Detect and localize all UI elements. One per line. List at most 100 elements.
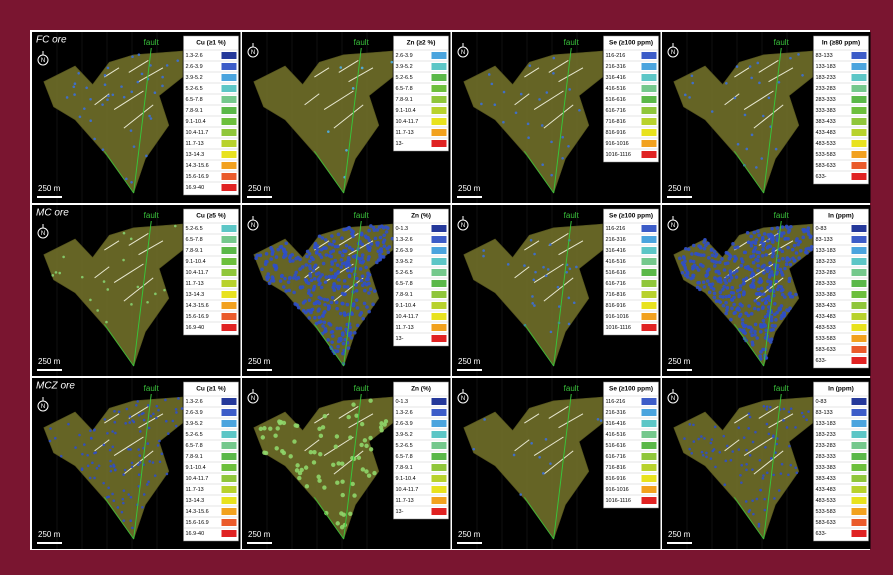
ore-block: [731, 242, 735, 246]
legend-label: 216-316: [606, 410, 626, 416]
ore-block: [352, 330, 357, 335]
ore-block: [752, 230, 757, 235]
ore-block: [141, 506, 144, 509]
ore-block: [317, 301, 322, 305]
ore-block: [324, 253, 329, 257]
ore-block: [277, 419, 282, 424]
ore-block: [335, 263, 340, 267]
fault-trace: [304, 93, 320, 106]
ore-block: [720, 257, 724, 261]
ore-block: [137, 448, 140, 451]
ore-block: [330, 234, 334, 238]
legend-label: 13-: [396, 141, 404, 147]
ore-block: [783, 237, 787, 241]
legend-label: 14.3-15.6: [186, 163, 209, 169]
ore-block: [367, 291, 371, 295]
fault-trace: [524, 240, 540, 251]
panel: fault N 250 m Zn (%)0-1.3 1.3-2.6 2.6-3.9 3.9-…: [242, 378, 451, 549]
ore-block: [757, 524, 761, 528]
legend-label: 516-616: [606, 270, 626, 276]
ore-block: [766, 285, 770, 290]
ore-block: [281, 420, 287, 426]
ore-block: [709, 248, 714, 252]
fault-trace: [338, 405, 359, 419]
legend-swatch: [431, 85, 447, 92]
ore-block: [748, 454, 752, 457]
ore-block: [281, 247, 286, 251]
legend-swatch: [851, 269, 867, 276]
ore-block: [786, 308, 791, 313]
ore-block: [775, 442, 779, 446]
legend-swatch: [851, 442, 867, 449]
legend-label: 216-316: [606, 64, 626, 70]
legend-swatch: [641, 225, 657, 232]
legend-swatch: [851, 398, 867, 405]
legend-label: 116-216: [606, 226, 626, 232]
ore-block: [725, 308, 729, 313]
fault-line: [343, 220, 362, 367]
ore-block: [341, 341, 346, 346]
ore-block: [686, 247, 691, 252]
ore-model: [673, 396, 813, 540]
legend-title: In (ppm): [828, 386, 854, 393]
ore-block: [122, 258, 125, 262]
fault-line: [734, 324, 764, 367]
ore-block: [767, 96, 771, 100]
ore-block: [339, 265, 343, 270]
fault-line: [104, 151, 134, 194]
ore-block: [54, 436, 57, 440]
ore-block: [751, 272, 756, 277]
north-label: N: [251, 50, 255, 56]
ore-block: [314, 300, 319, 304]
ore-block: [718, 290, 723, 295]
ore-block: [345, 302, 350, 307]
ore-block: [344, 243, 349, 248]
legend-label: 2.6-3.9: [396, 248, 413, 254]
ore-block: [357, 257, 362, 261]
ore-block: [707, 256, 711, 260]
legend-swatch: [221, 497, 237, 504]
panel: fault N 250 m In (ppm)0-83 83-133 133-183 183-…: [662, 378, 871, 549]
ore-block: [762, 271, 766, 275]
ore-block: [129, 495, 133, 499]
ore-block: [683, 437, 686, 440]
ore-block: [307, 252, 312, 256]
legend-swatch: [851, 475, 867, 482]
legend-swatch: [851, 74, 867, 81]
fault-line: [524, 497, 554, 540]
ore-block: [753, 241, 758, 245]
ore-block: [373, 289, 377, 293]
ore-block: [366, 244, 370, 248]
ore-block: [379, 247, 384, 251]
ore-block: [281, 285, 286, 289]
legend-swatch: [431, 236, 447, 243]
row-label: MC ore: [36, 208, 69, 219]
legend-swatch: [221, 313, 237, 320]
ore-block: [786, 245, 790, 250]
panel: fault N 250 m In (ppm)0-83 83-133 133-183 183-…: [662, 205, 871, 376]
legend-label: 11.7-13: [186, 281, 204, 287]
legend-title: Zn (≥2 %): [407, 40, 436, 47]
ore-block: [323, 238, 328, 242]
ore-block: [707, 267, 711, 272]
ore-block: [756, 263, 761, 268]
ore-block: [137, 53, 141, 56]
legend-label: 533-583: [816, 336, 836, 342]
legend-swatch: [221, 118, 237, 125]
ore-block: [696, 281, 700, 285]
ore-block: [136, 80, 140, 84]
ore-block: [72, 85, 76, 89]
ore-block: [770, 323, 775, 328]
ore-block: [368, 435, 373, 441]
ore-block: [338, 250, 342, 255]
ore-block: [775, 310, 779, 315]
ore-block: [164, 398, 167, 402]
ore-block: [288, 454, 293, 459]
ore-block: [797, 239, 802, 244]
legend-swatch: [431, 302, 447, 309]
ore-block: [731, 291, 736, 295]
fault-trace: [734, 413, 750, 424]
ore-block: [343, 292, 347, 296]
legend-swatch: [641, 431, 657, 438]
ore-block: [734, 275, 739, 279]
